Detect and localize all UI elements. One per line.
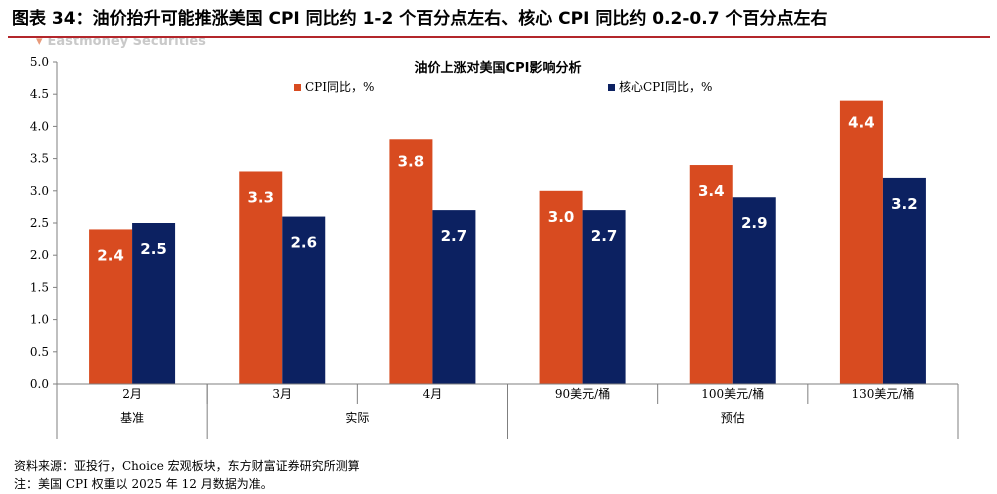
data-label-core: 3.2 (891, 195, 918, 213)
x-category-label: 100美元/桶 (701, 386, 764, 401)
data-label-cpi: 4.4 (848, 114, 875, 132)
y-tick-label: 2.5 (30, 216, 49, 230)
bar-labels: 2.4 2.5 3.3 2.6 3.8 2.7 3.0 2.7 3.4 2.9 4.4 3.2 (97, 114, 917, 265)
bar-cpi (839, 100, 883, 384)
footnote: 注：美国 CPI 权重以 2025 年 12 月数据为准。 (14, 477, 273, 491)
bar-core (882, 177, 926, 384)
bar-cpi (239, 171, 283, 384)
y-tick-label: 3.5 (30, 152, 49, 166)
y-tick-label: 2.0 (30, 248, 49, 262)
title-rule (8, 36, 990, 38)
bar-cpi (389, 139, 433, 384)
data-label-cpi: 3.0 (548, 208, 575, 226)
bar-core (282, 216, 326, 384)
y-tick-label: 0.5 (30, 345, 49, 359)
legend: CPI同比，% 核心CPI同比，% (294, 80, 712, 94)
y-tick-label: 1.0 (30, 313, 49, 327)
bar-core (432, 210, 476, 384)
bar-core (582, 210, 626, 384)
legend-label-core: 核心CPI同比，% (619, 80, 712, 94)
data-label-core: 2.7 (441, 227, 468, 245)
x-category-label: 3月 (272, 387, 292, 401)
x-category-label: 2月 (122, 387, 142, 401)
bar-cpi (689, 165, 733, 384)
data-label-cpi: 3.8 (398, 152, 425, 170)
x-category-label: 90美元/桶 (555, 386, 610, 401)
figure-title: 图表 34：油价抬升可能推涨美国 CPI 同比约 1-2 个百分点左右、核心 C… (12, 9, 828, 29)
bar-core (132, 223, 176, 384)
x-category-label: 130美元/桶 (851, 386, 914, 401)
data-label-core: 2.7 (591, 227, 618, 245)
y-tick-label: 1.5 (30, 280, 49, 294)
legend-swatch-cpi (294, 84, 301, 91)
data-label-cpi: 2.4 (97, 246, 124, 264)
bar-cpi (89, 229, 133, 384)
y-tick-label: 5.0 (30, 55, 49, 69)
watermark-arrow-icon: ▾ (36, 38, 43, 49)
data-label-core: 2.9 (741, 214, 768, 232)
bar-core (732, 197, 776, 384)
y-tick-label: 3.0 (30, 184, 49, 198)
x-group-label: 预估 (721, 411, 745, 425)
y-tick-label: 0.0 (30, 377, 49, 391)
bars (89, 100, 926, 384)
legend-swatch-core (608, 84, 615, 91)
data-label-cpi: 3.3 (247, 188, 274, 206)
bar-cpi (539, 190, 583, 384)
x-group-label: 实际 (345, 410, 369, 425)
y-tick-label: 4.0 (30, 119, 49, 133)
chart-title: 油价上涨对美国CPI影响分析 (415, 60, 582, 76)
legend-label-cpi: CPI同比，% (305, 80, 374, 94)
y-tick-label: 4.5 (30, 87, 49, 101)
source-note: 资料来源：亚投行，Choice 宏观板块，东方财富证券研究所测算 (14, 459, 360, 473)
y-axis: 0.0 0.5 1.0 1.5 2.0 2.5 3.0 3.5 4.0 4.5 5.0 (30, 55, 58, 391)
watermark-text: Eastmoney Securities (47, 38, 206, 49)
data-label-core: 2.5 (140, 240, 167, 258)
x-axis: 2月 3月 4月 90美元/桶 100美元/桶 130美元/桶基准 实际 预估 (56, 383, 959, 439)
data-label-cpi: 3.4 (698, 182, 725, 200)
x-group-label: 基准 (120, 411, 144, 425)
watermark: ▾ Eastmoney Securities (36, 38, 206, 50)
data-label-core: 2.6 (290, 234, 317, 252)
bar-chart: 油价上涨对美国CPI影响分析 CPI同比，% 核心CPI同比，% 0.0 0.5 1… (30, 55, 959, 439)
x-category-label: 4月 (423, 387, 443, 401)
